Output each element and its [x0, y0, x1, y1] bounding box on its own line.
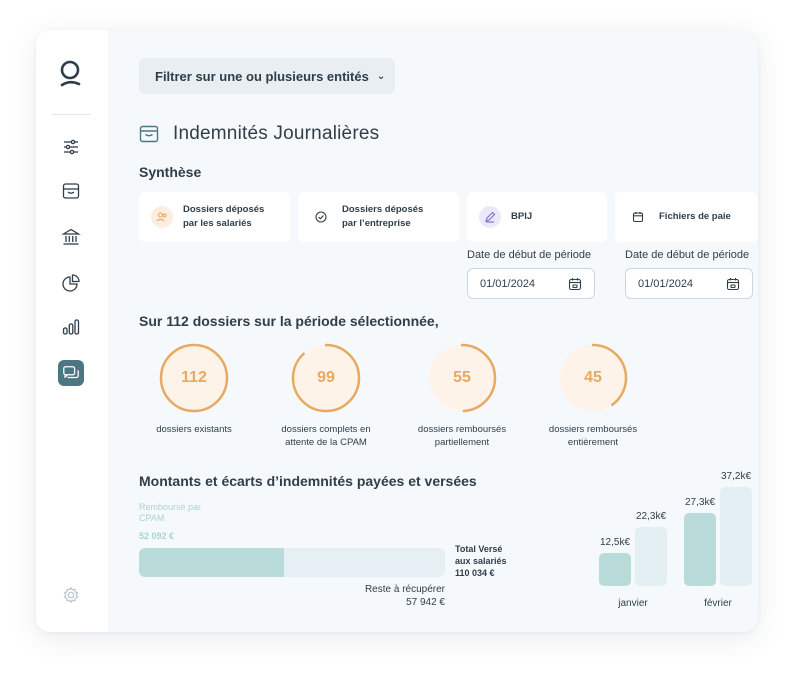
stat-ring-label-line1: dossiers complets en	[281, 424, 371, 435]
total-label-line1: Total Versé	[455, 544, 503, 554]
users-icon	[151, 206, 173, 228]
rembourse-label-line1: Remboursé par	[139, 502, 202, 512]
chart-data-label: 12,5k€	[599, 537, 631, 548]
bar-chart-icon	[62, 319, 80, 335]
date-label-2: Date de début de période	[625, 249, 750, 261]
card-label-line1: BPIJ	[511, 211, 533, 222]
sidebar-item-pie-chart[interactable]	[60, 272, 82, 294]
total-value: 110 034 €	[455, 568, 495, 578]
entity-filter-button[interactable]: Filtrer sur une ou plusieurs entités ⌄	[139, 58, 395, 94]
card-dossiers-salaries[interactable]: Dossiers déposés par les salariés	[139, 192, 290, 242]
sidebar-item-bar-chart[interactable]	[60, 316, 82, 338]
stat-ring-value: 112	[181, 369, 207, 386]
card-label-line1: Dossiers déposés	[342, 204, 424, 215]
calendar-icon	[627, 206, 649, 228]
sidebar-item-inbox[interactable]	[60, 180, 82, 202]
chart-data-label: 27,3k€	[684, 497, 716, 508]
inbox-icon	[139, 125, 159, 143]
card-label-line2: par l’entreprise	[342, 218, 411, 229]
stat-ring-value: 55	[453, 369, 471, 386]
sidebar-item-bank[interactable]	[60, 226, 82, 248]
amount-progress-fill	[139, 548, 284, 577]
calendar-icon[interactable]	[568, 277, 582, 291]
logo-icon[interactable]	[56, 58, 84, 92]
card-dossiers-entreprise[interactable]: Dossiers déposés par l’entreprise	[298, 192, 459, 242]
gear-icon[interactable]	[62, 586, 80, 604]
stat-ring-value: 99	[317, 369, 335, 386]
stat-ring: 55	[424, 340, 500, 416]
start-date-input-2[interactable]: 01/01/2024	[625, 268, 753, 299]
stat-ring-label-line2: attente de la CPAM	[285, 437, 367, 448]
rembourse-value: 52 092 €	[139, 531, 175, 541]
bank-icon	[61, 228, 81, 245]
stat-ring-label: dossiers complets en attente de la CPAM	[266, 423, 386, 449]
card-fichiers-paie[interactable]: Fichiers de paie	[615, 192, 758, 242]
reste-value: 57 942 €	[406, 597, 445, 608]
date-label-1: Date de début de période	[467, 249, 592, 261]
stat-ring: 99	[288, 340, 364, 416]
page-title: Indemnités Journalières	[173, 123, 380, 144]
sidebar-item-chat[interactable]	[58, 360, 84, 386]
reste-label: Reste à récupérer	[364, 584, 445, 595]
stat-ring-value: 45	[584, 369, 602, 386]
date-value: 01/01/2024	[480, 277, 536, 290]
stat-ring: 112	[156, 340, 232, 416]
amount-progress-bar	[139, 548, 445, 577]
montants-heading: Montants et écarts d’indemnités payées e…	[139, 473, 477, 489]
rembourse-label-line2: CPAM	[139, 513, 165, 523]
chevron-down-icon: ⌄	[376, 70, 386, 82]
chart-category-label: février	[704, 598, 732, 609]
ring-graphic	[558, 343, 628, 413]
stat-ring-label: dossiers remboursés partiellement	[402, 423, 522, 449]
stat-ring-label-line1: dossiers existants	[156, 424, 232, 435]
page-header: Indemnités Journalières	[139, 123, 379, 145]
main-content: Filtrer sur une ou plusieurs entités ⌄ I…	[108, 30, 758, 632]
total-verse: Total Versé aux salariés 110 034 €	[455, 543, 507, 579]
chart-data-label: 37,2k€	[720, 471, 752, 482]
chart-bar[interactable]	[635, 527, 667, 586]
sidebar-item-settings-sliders[interactable]	[60, 136, 82, 158]
sidebar-divider	[52, 114, 90, 115]
chart-category-label: janvier	[618, 598, 648, 609]
rembourse-label: Remboursé par CPAM	[139, 502, 201, 524]
total-label-line2: aux salariés	[455, 556, 507, 566]
sliders-icon	[64, 139, 78, 155]
chat-icon	[63, 366, 79, 379]
stat-ring-label: dossiers existants	[134, 423, 254, 436]
synthese-heading: Synthèse	[139, 164, 202, 180]
stat-ring-label-line1: dossiers remboursés	[417, 424, 507, 435]
pen-icon	[479, 206, 501, 228]
ring-graphic	[291, 343, 361, 413]
inbox-icon	[62, 183, 80, 199]
card-label-line1: Fichiers de paie	[659, 211, 731, 222]
filter-label: Filtrer sur une ou plusieurs entités	[155, 68, 369, 84]
stat-ring: 45	[555, 340, 631, 416]
date-value: 01/01/2024	[638, 277, 694, 290]
chart-data-label: 22,3k€	[635, 511, 667, 522]
card-label-line1: Dossiers déposés	[183, 204, 265, 215]
chart-bar[interactable]	[684, 513, 716, 586]
start-date-input-1[interactable]: 01/01/2024	[467, 268, 595, 299]
ring-graphic	[427, 343, 497, 413]
card-bpij[interactable]: BPIJ	[467, 192, 607, 242]
calendar-icon[interactable]	[726, 277, 740, 291]
stat-ring-label-line2: entièrement	[567, 437, 619, 448]
card-label-line2: par les salariés	[183, 218, 252, 229]
ring-graphic	[159, 343, 229, 413]
check-circle-icon	[310, 206, 332, 228]
pie-chart-icon	[62, 274, 80, 292]
chart-bar[interactable]	[720, 487, 752, 586]
chart-bar[interactable]	[599, 553, 631, 586]
app-window: Filtrer sur une ou plusieurs entités ⌄ I…	[36, 30, 758, 632]
period-summary-heading: Sur 112 dossiers sur la période sélectio…	[139, 313, 439, 329]
stat-ring-label: dossiers remboursés entièrement	[533, 423, 653, 449]
stat-ring-label-line2: partiellement	[434, 437, 490, 448]
stat-ring-label-line1: dossiers remboursés	[548, 424, 638, 435]
sidebar	[36, 30, 108, 632]
